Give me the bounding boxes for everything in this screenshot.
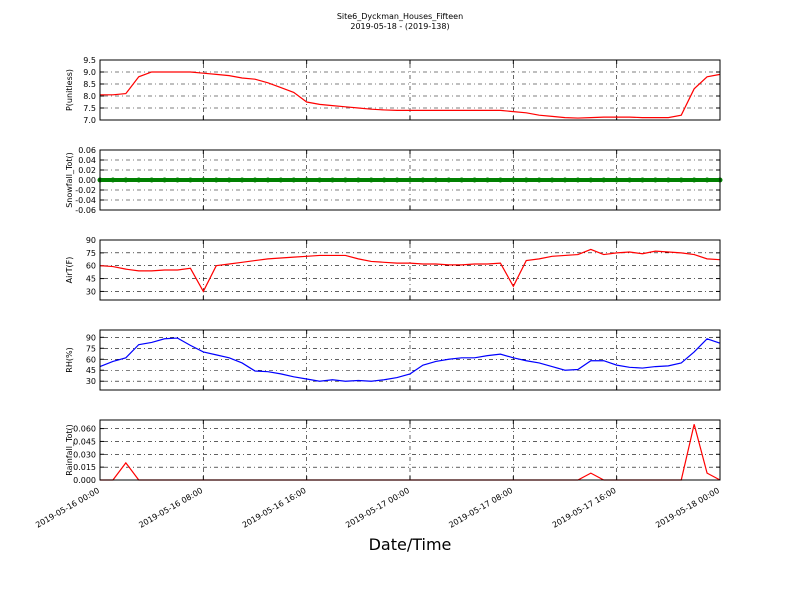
data-point bbox=[588, 177, 594, 183]
y-tick-label: 8.5 bbox=[83, 80, 96, 89]
data-point bbox=[265, 177, 271, 183]
y-axis-label: Rainfall_Tot() bbox=[65, 424, 74, 476]
data-point bbox=[291, 177, 297, 183]
y-tick-label: 0.030 bbox=[73, 450, 96, 459]
data-point bbox=[627, 177, 633, 183]
data-line bbox=[100, 71, 721, 119]
data-point bbox=[678, 177, 684, 183]
data-point bbox=[614, 177, 620, 183]
y-tick-label: 0.060 bbox=[73, 425, 96, 434]
x-tick-label: 2019-05-17 08:00 bbox=[447, 486, 514, 530]
data-point bbox=[368, 177, 374, 183]
y-tick-label: -0.04 bbox=[75, 196, 96, 205]
y-tick-label: 60 bbox=[86, 355, 96, 364]
x-tick-label: 2019-05-16 16:00 bbox=[241, 486, 308, 530]
y-axis-label: Snowfall_Tot() bbox=[65, 152, 74, 208]
y-tick-label: -0.02 bbox=[75, 186, 96, 195]
y-tick-label: 45 bbox=[86, 275, 96, 284]
data-point bbox=[304, 177, 310, 183]
data-point bbox=[330, 177, 335, 183]
data-point bbox=[691, 177, 697, 183]
y-tick-label: 0.00 bbox=[78, 176, 96, 185]
title: Site6_Dyckman_Houses_Fifteen bbox=[337, 12, 463, 21]
x-tick-label: 2019-05-17 00:00 bbox=[344, 486, 411, 530]
data-point bbox=[536, 177, 542, 183]
data-point bbox=[485, 177, 490, 183]
data-point bbox=[601, 177, 607, 183]
data-line bbox=[99, 248, 721, 293]
data-point bbox=[278, 177, 284, 183]
data-point bbox=[317, 177, 323, 183]
y-axis-label: RH(%) bbox=[65, 347, 74, 372]
data-point bbox=[252, 177, 258, 183]
data-line bbox=[99, 337, 721, 382]
y-tick-label: 0.000 bbox=[73, 476, 96, 485]
x-tick-label: 2019-05-16 00:00 bbox=[34, 486, 101, 530]
data-point bbox=[549, 177, 555, 183]
data-point bbox=[239, 177, 245, 183]
y-tick-label: 7.0 bbox=[83, 116, 96, 125]
plot-frame bbox=[99, 59, 721, 121]
data-point bbox=[420, 177, 426, 183]
data-point bbox=[459, 177, 465, 183]
y-axis-label: P(unitless) bbox=[65, 69, 74, 111]
x-tick-label: 2019-05-18 00:00 bbox=[654, 486, 721, 530]
x-tick-label: 2019-05-17 16:00 bbox=[551, 486, 618, 530]
y-tick-label: 9.0 bbox=[83, 68, 96, 77]
data-point bbox=[575, 177, 581, 183]
y-tick-label: 90 bbox=[86, 236, 96, 245]
y-tick-label: 30 bbox=[86, 287, 96, 296]
data-point bbox=[381, 177, 387, 183]
data-point bbox=[407, 177, 413, 183]
data-point bbox=[394, 177, 400, 183]
y-tick-label: 0.02 bbox=[78, 166, 96, 175]
data-point bbox=[704, 177, 710, 183]
data-point bbox=[213, 177, 219, 183]
y-tick-label: 30 bbox=[86, 377, 96, 386]
data-point bbox=[123, 177, 129, 183]
data-point bbox=[652, 177, 658, 183]
y-tick-label: 8.0 bbox=[83, 92, 96, 101]
y-tick-label: 0.06 bbox=[78, 146, 96, 155]
y-tick-label: 75 bbox=[86, 249, 96, 258]
data-point bbox=[136, 177, 142, 183]
x-tick-label: 2019-05-16 08:00 bbox=[137, 486, 204, 530]
data-point bbox=[226, 177, 232, 183]
plot-frame bbox=[99, 419, 721, 481]
data-point bbox=[175, 177, 180, 183]
y-tick-label: 7.5 bbox=[83, 104, 96, 113]
data-point bbox=[149, 177, 155, 183]
plot-frame bbox=[99, 329, 721, 391]
data-point bbox=[433, 177, 439, 183]
y-tick-label: 90 bbox=[86, 333, 96, 342]
y-tick-label: 60 bbox=[86, 262, 96, 271]
data-point bbox=[162, 177, 168, 183]
data-point bbox=[523, 177, 529, 183]
data-point bbox=[342, 177, 348, 183]
plot-frame bbox=[99, 239, 721, 301]
data-point bbox=[187, 177, 193, 183]
data-point bbox=[200, 177, 206, 183]
y-tick-label: 9.5 bbox=[83, 56, 96, 65]
y-axis-label: AirT(F) bbox=[65, 257, 74, 284]
data-point bbox=[497, 177, 503, 183]
y-tick-label: 0.04 bbox=[78, 156, 96, 165]
y-tick-label: 75 bbox=[86, 344, 96, 353]
plot-frame bbox=[99, 149, 721, 211]
data-point bbox=[446, 177, 452, 183]
data-point bbox=[665, 177, 671, 183]
x-axis-label: Date/Time bbox=[369, 535, 452, 554]
y-tick-label: 0.045 bbox=[73, 437, 96, 446]
y-tick-label: -0.06 bbox=[75, 206, 96, 215]
data-point bbox=[355, 177, 361, 183]
data-point bbox=[110, 177, 116, 183]
data-point bbox=[510, 177, 516, 183]
y-tick-label: 0.015 bbox=[73, 463, 96, 472]
data-point bbox=[472, 177, 478, 183]
data-point bbox=[562, 177, 568, 183]
data-point bbox=[640, 177, 645, 183]
y-tick-label: 45 bbox=[86, 366, 96, 375]
subtitle: 2019-05-18 - (2019-138) bbox=[350, 22, 449, 31]
